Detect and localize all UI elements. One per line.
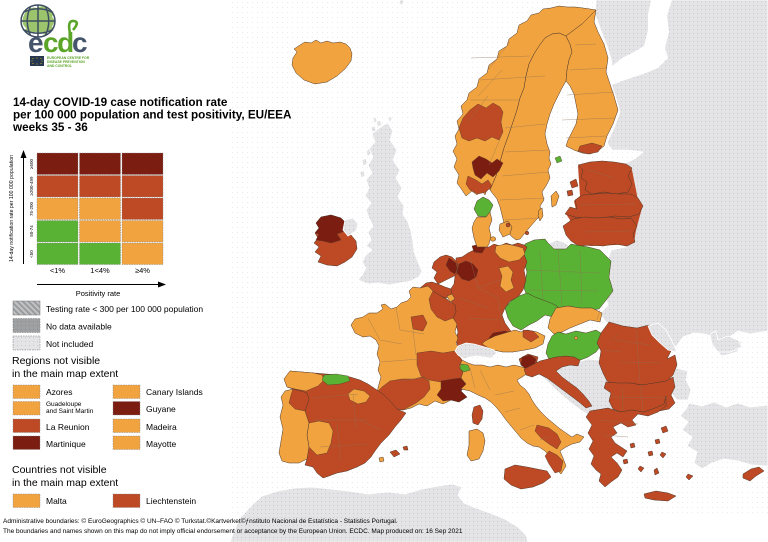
svg-text:La Reunion: La Reunion	[46, 422, 90, 432]
svg-text:Malta: Malta	[46, 496, 67, 506]
svg-text:Mayotte: Mayotte	[146, 439, 177, 449]
svg-text:1<4%: 1<4%	[90, 266, 110, 275]
svg-text:The boundaries and names shown: The boundaries and names shown on this m…	[3, 528, 463, 535]
svg-text:AND CONTROL: AND CONTROL	[47, 64, 72, 68]
svg-text:e: e	[28, 27, 43, 58]
svg-text:and Saint Martin: and Saint Martin	[46, 408, 94, 415]
svg-text:≥200-499: ≥200-499	[29, 176, 34, 195]
svg-text:Not included: Not included	[46, 339, 94, 349]
svg-text:No data available: No data available	[46, 322, 112, 332]
svg-text:Liechtenstein: Liechtenstein	[146, 496, 196, 506]
svg-text:Testing rate < 300 per 100 000: Testing rate < 300 per 100 000 populatio…	[46, 304, 203, 314]
svg-text:<1%: <1%	[50, 266, 66, 275]
svg-text:Guadeloupe: Guadeloupe	[46, 401, 82, 408]
svg-text:DISEASE PREVENTION: DISEASE PREVENTION	[47, 60, 85, 64]
svg-text:75-200: 75-200	[29, 201, 34, 216]
svg-text:14-day notification rate per 1: 14-day notification rate per 100 000 pop…	[9, 155, 15, 262]
svg-text:in the main map extent: in the main map extent	[12, 477, 118, 489]
svg-text:c: c	[72, 27, 87, 58]
svg-text:per 100 000 population and tes: per 100 000 population and test positivi…	[13, 109, 292, 122]
svg-text:Positivity rate: Positivity rate	[76, 289, 121, 298]
svg-text:≥500: ≥500	[29, 159, 34, 169]
svg-text:14-day COVID-19 case notificat: 14-day COVID-19 case notification rate	[13, 96, 228, 109]
svg-text:Azores: Azores	[46, 387, 72, 397]
svg-text:Madeira: Madeira	[146, 422, 177, 432]
svg-text:Guyane: Guyane	[146, 404, 176, 414]
svg-text:EUROPEAN CENTRE FOR: EUROPEAN CENTRE FOR	[47, 56, 90, 60]
svg-text:<50: <50	[29, 250, 34, 258]
svg-text:weeks 35 - 36: weeks 35 - 36	[12, 121, 88, 134]
svg-text:in the main map extent: in the main map extent	[12, 368, 118, 380]
svg-text:Canary Islands: Canary Islands	[146, 387, 203, 397]
svg-text:Martinique: Martinique	[46, 439, 86, 449]
svg-text:≥4%: ≥4%	[135, 266, 150, 275]
svg-text:Regions not visible: Regions not visible	[12, 355, 100, 367]
svg-text:50-74: 50-74	[29, 225, 34, 237]
svg-text:Administrative boundaries: © E: Administrative boundaries: © EuroGeograp…	[3, 517, 398, 525]
svg-text:Countries not visible: Countries not visible	[12, 464, 107, 476]
